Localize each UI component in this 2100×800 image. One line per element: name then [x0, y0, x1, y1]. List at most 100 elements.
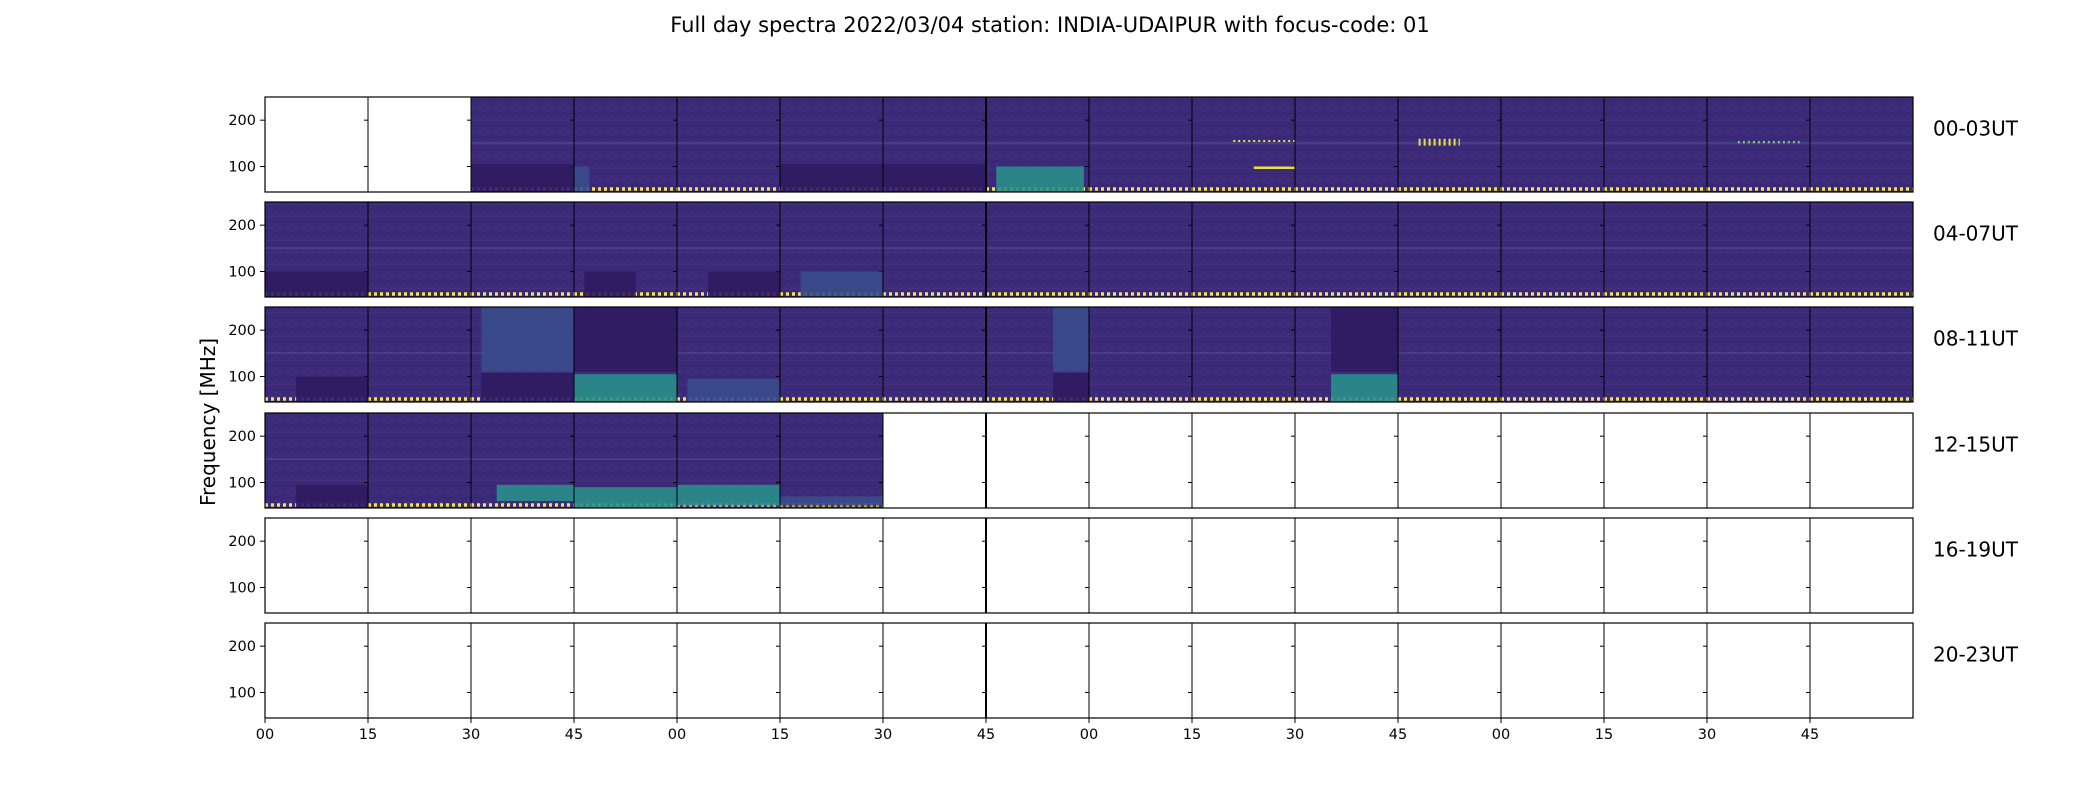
rfi-band	[471, 142, 574, 144]
spectral-feature	[996, 166, 1084, 192]
y-axis-label: Frequency [MHz]	[196, 338, 220, 506]
chart-title: Full day spectra 2022/03/04 station: IND…	[670, 13, 1430, 37]
spectral-feature	[265, 271, 368, 297]
x-tick-label: 00	[1080, 727, 1098, 743]
x-tick-label: 45	[1801, 727, 1819, 743]
y-tick-label: 200	[228, 429, 256, 445]
y-tick-label: 100	[228, 581, 256, 597]
spectrum-panel	[1810, 202, 1913, 297]
row-frame	[264, 412, 1914, 509]
spectrum-panel	[1192, 307, 1295, 402]
y-tick-label: 100	[228, 160, 256, 176]
x-tick-label: 45	[565, 727, 583, 743]
spectral-feature	[574, 166, 590, 192]
spectrum-panel	[368, 413, 471, 508]
row-frame	[264, 96, 1914, 193]
x-tick-label: 30	[874, 727, 892, 743]
row-label: 04-07UT	[1933, 221, 2019, 245]
spectrum-panel	[1398, 307, 1501, 402]
y-tick-label: 200	[228, 639, 256, 655]
spectrum-panel	[780, 307, 883, 402]
spectrum-panel	[1089, 97, 1192, 192]
rfi-band	[574, 458, 677, 460]
spectral-feature	[574, 374, 677, 402]
spectrum-panel	[471, 202, 574, 297]
rfi-band	[1810, 142, 1913, 144]
spectral-feature	[1052, 372, 1089, 402]
row-label: 20-23UT	[1933, 642, 2019, 666]
row-label: 00-03UT	[1933, 116, 2019, 140]
spectrum-panel	[1707, 202, 1810, 297]
spectral-feature	[1331, 307, 1398, 372]
spectrum-panel	[1604, 202, 1707, 297]
spectrum-panel	[1604, 97, 1707, 192]
spectrum-panel	[1192, 202, 1295, 297]
x-tick-label: 15	[1595, 727, 1613, 743]
spectral-feature	[883, 164, 986, 192]
rfi-band	[1810, 352, 1913, 354]
spectra-row: 200 100 04-07UT	[228, 201, 2019, 298]
rfi-band	[471, 247, 574, 249]
row-label: 12-15UT	[1933, 432, 2019, 456]
spectrum-panel	[1604, 307, 1707, 402]
rfi-band	[1604, 142, 1707, 144]
rfi-band	[1810, 247, 1913, 249]
rfi-band	[780, 458, 883, 460]
spectral-feature	[1331, 374, 1398, 402]
y-tick-label: 200	[228, 534, 256, 550]
spectrum-panel	[1295, 97, 1398, 192]
x-tick-label: 00	[668, 727, 686, 743]
spectral-feature	[1052, 307, 1089, 372]
rfi-band	[677, 142, 780, 144]
y-tick-label: 200	[228, 323, 256, 339]
x-tick-label: 00	[1492, 727, 1510, 743]
rfi-band	[1192, 247, 1295, 249]
row-label: 08-11UT	[1933, 326, 2019, 350]
spectral-feature	[1253, 166, 1295, 170]
spectral-feature	[707, 271, 780, 297]
rfi-band	[1501, 247, 1604, 249]
spectrum-panel	[883, 202, 986, 297]
rfi-band	[1089, 247, 1192, 249]
rfi-band	[1707, 352, 1810, 354]
spectrum-panel	[677, 97, 780, 192]
spectral-feature	[780, 164, 883, 192]
y-tick-label: 200	[228, 113, 256, 129]
row-frame	[264, 201, 1914, 298]
rfi-band	[986, 142, 1089, 144]
rfi-band	[883, 142, 986, 144]
rfi-band	[677, 352, 780, 354]
x-tick-label: 45	[977, 727, 995, 743]
spectrum-panel	[1295, 202, 1398, 297]
rfi-band	[1398, 352, 1501, 354]
spectrum-panel	[1810, 307, 1913, 402]
row-frame	[264, 306, 1914, 403]
spectral-feature	[574, 487, 677, 508]
rfi-band	[265, 247, 368, 249]
spectra-row: 200 100 20-23UT	[228, 622, 2019, 719]
row-label: 16-19UT	[1933, 537, 2019, 561]
rfi-band	[1295, 247, 1398, 249]
x-tick-label: 30	[462, 727, 480, 743]
rfi-band	[1707, 247, 1810, 249]
spectrum-panel	[1398, 202, 1501, 297]
rfi-band	[1295, 142, 1398, 144]
x-axis-ticks: 00 15 30 45 00 15 30 45 00 15 30 45 00 15 30 45	[256, 718, 1819, 743]
rfi-band	[368, 352, 471, 354]
spectrum-panel	[883, 307, 986, 402]
spectrum-panel	[1707, 97, 1810, 192]
spectrum-panel	[1501, 307, 1604, 402]
rfi-band	[1192, 142, 1295, 144]
spectra-row: 200 100 12-15UT	[228, 412, 2019, 509]
y-tick-label: 100	[228, 370, 256, 386]
rfi-band	[1089, 142, 1192, 144]
rfi-band	[368, 458, 471, 460]
rfi-band	[1501, 352, 1604, 354]
spectral-feature	[574, 307, 677, 372]
spectral-feature	[584, 271, 636, 297]
spectral-feature	[780, 496, 883, 506]
rfi-band	[1604, 352, 1707, 354]
x-tick-label: 15	[1183, 727, 1201, 743]
spectrum-panel	[1810, 97, 1913, 192]
